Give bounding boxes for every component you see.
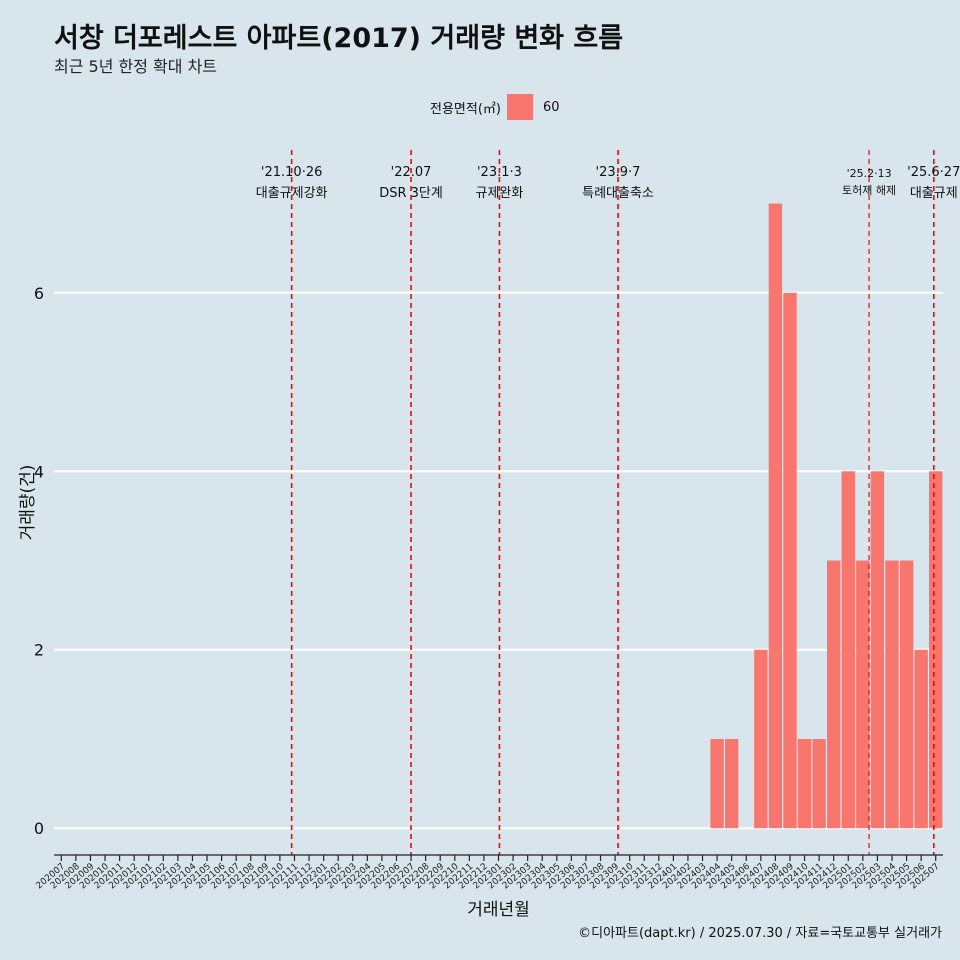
legend: 전용면적(㎡) 60 — [430, 94, 560, 120]
legend-swatch — [506, 94, 533, 120]
y-tick-label: 0 — [34, 819, 44, 838]
event-name-label: 대출규제강화 — [256, 186, 328, 201]
bar — [929, 471, 943, 829]
bar — [724, 738, 739, 829]
bar — [899, 560, 914, 829]
caption: ©디아파트(dapt.kr) / 2025.07.30 / 자료=국토교통부 실… — [578, 926, 942, 941]
bar — [841, 471, 855, 829]
bar — [812, 738, 826, 829]
y-tick-label: 2 — [34, 641, 44, 660]
bar — [768, 203, 783, 829]
y-tick-label: 6 — [34, 284, 44, 303]
legend-title: 전용면적(㎡) — [430, 101, 501, 117]
legend-item-label: 60 — [542, 99, 560, 115]
bar — [826, 560, 841, 829]
event-name-label: 특례대출축소 — [582, 186, 654, 201]
bar — [797, 738, 812, 829]
event-date-label: '23.1·3 — [477, 165, 522, 180]
event-name-label: 규제완화 — [476, 186, 524, 201]
chart-title: 서창 더포레스트 아파트(2017) 거래량 변화 흐름 — [54, 23, 624, 54]
bar — [870, 471, 885, 829]
event-date-label: '25.2·13 — [847, 167, 892, 180]
x-axis-title: 거래년월 — [467, 900, 530, 920]
y-tick-label: 4 — [34, 462, 44, 481]
y-axis-title: 거래량(건) — [18, 465, 38, 541]
bar — [710, 738, 724, 829]
bar — [914, 649, 928, 829]
bar — [783, 292, 797, 829]
event-date-label: '25.6·27 — [907, 165, 960, 180]
bar — [856, 560, 870, 829]
event-date-label: '23.9·7 — [596, 165, 641, 180]
event-date-label: '21.10·26 — [261, 165, 322, 180]
event-date-label: '22.07 — [391, 165, 432, 180]
bar — [754, 649, 768, 829]
chart-subtitle: 최근 5년 한정 확대 차트 — [54, 57, 218, 76]
event-name-label: DSR 3단계 — [379, 186, 443, 201]
event-name-label: 토허제 해제 — [842, 183, 896, 197]
event-name-label: 대출규제 — [910, 186, 958, 201]
bar — [885, 560, 899, 829]
